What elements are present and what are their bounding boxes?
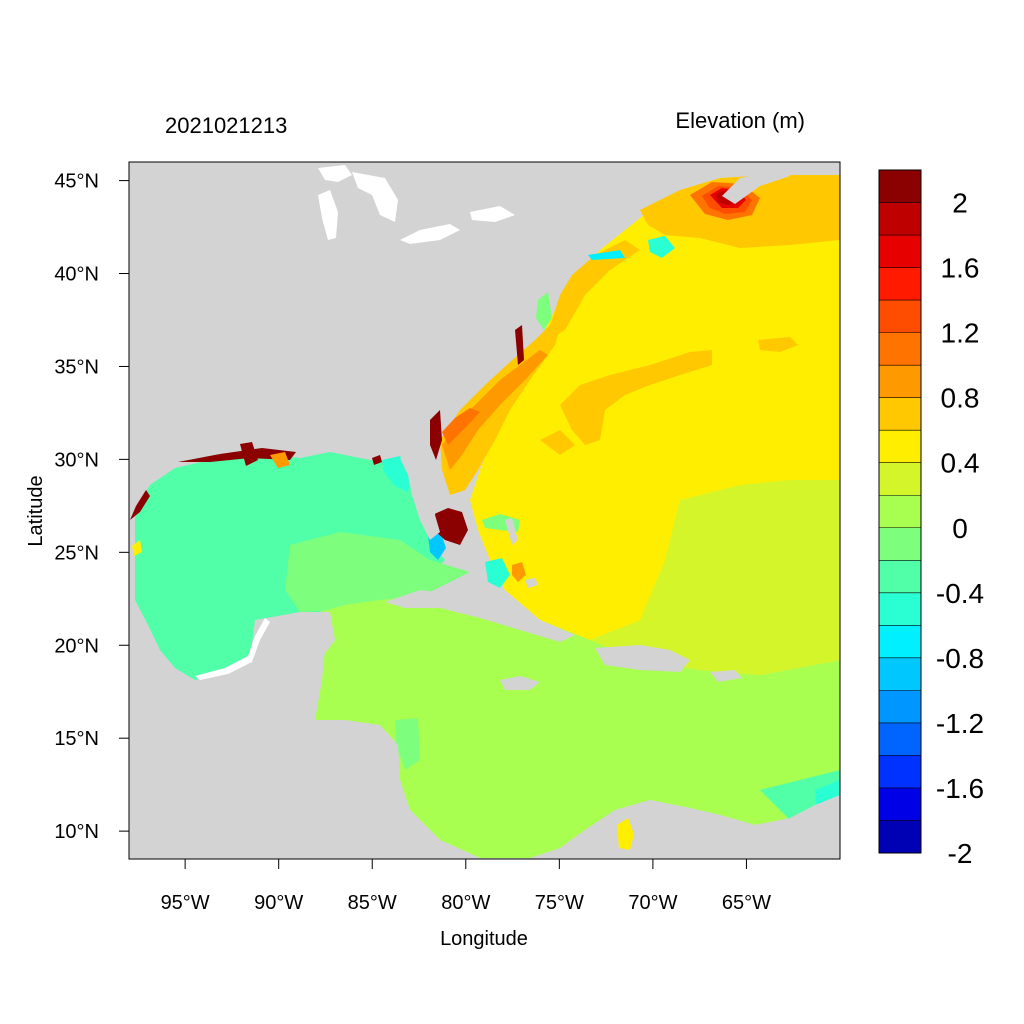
x-axis-label: Longitude (440, 928, 528, 950)
colorbar-tick-label: 2 (952, 188, 968, 219)
chesapeake-area (536, 292, 552, 330)
colorbar-swatch (879, 690, 921, 724)
gulf-coast-orange-speckles (270, 452, 290, 468)
carolina-coast-high (442, 408, 480, 445)
lake-maracaibo-overlay (617, 818, 634, 850)
nova-scotia-land (722, 168, 790, 204)
cape-cod-low (648, 236, 675, 258)
colorbar-tick-label: -0.8 (936, 643, 984, 674)
x-tick-label: 90°W (254, 892, 303, 914)
gulf-coast-surge-speckles (130, 325, 524, 520)
colorbar-tick-label: 0.4 (941, 448, 980, 479)
colorbar (878, 169, 922, 854)
caribbean-west-patch (395, 718, 420, 770)
y-tick-label: 30°N (54, 449, 99, 471)
colorbar-tick-label: -1.2 (936, 708, 984, 739)
colorbar-tick-label: -2 (948, 838, 973, 869)
colorbar-tick-label: 0.8 (941, 383, 980, 414)
y-tick-label: 15°N (54, 728, 99, 750)
y-axis-label: Latitude (25, 475, 47, 546)
south-atlantic-bight-inner (442, 350, 548, 470)
colorbar-swatch (879, 527, 921, 561)
atlantic-southeast-lower (590, 480, 840, 675)
sargasso-patch (540, 430, 575, 455)
x-axis-ticks: 95°W 90°W 85°W 80°W 75°W 70°W 65°W (161, 859, 771, 914)
y-tick-label: 10°N (54, 821, 99, 843)
colorbar-tick-label: -1.6 (936, 773, 984, 804)
colorbar-swatch (879, 430, 921, 464)
colorbar-swatch (879, 657, 921, 691)
bahamas-tongue-low (485, 558, 510, 588)
great-lakes (318, 165, 515, 244)
colorbar-swatch (879, 332, 921, 366)
colorbar-tick-label: 1.2 (941, 318, 980, 349)
caribbean-sea (315, 596, 840, 858)
long-island-sound-low (588, 250, 625, 260)
x-tick-label: 85°W (348, 892, 397, 914)
colorbar-swatch (879, 787, 921, 821)
colorbar-swatch (879, 235, 921, 269)
y-axis-ticks: 45°N 40°N 35°N 30°N 25°N 20°N 15°N 10°N (54, 171, 129, 843)
plot-frame (128, 161, 841, 860)
mid-atlantic-shelf (540, 240, 640, 345)
colorbar-swatch (879, 462, 921, 496)
colorbar-swatch (879, 625, 921, 659)
colorbar-swatch (879, 267, 921, 301)
colorbar-swatch (879, 495, 921, 529)
colorbar-tick-label: 0 (952, 513, 968, 544)
map-plot-area (129, 162, 840, 859)
variable-title: Elevation (m) (675, 108, 805, 133)
x-tick-label: 95°W (161, 892, 210, 914)
colorbar-swatch (879, 592, 921, 626)
yucatan-shelf-edge (195, 618, 270, 680)
colorbar-labels: 2 1.6 1.2 0.8 0.4 0 -0.4 -0.8 -1.2 -1.6 -2 (936, 188, 984, 869)
colorbar-swatch (879, 170, 921, 204)
land-masses (129, 455, 840, 859)
colorbar-swatch (879, 820, 921, 854)
bahamas-orange-patch (512, 562, 526, 582)
x-tick-label: 80°W (441, 892, 490, 914)
colorbar-tick-label: 1.6 (941, 253, 980, 284)
y-tick-label: 40°N (54, 264, 99, 286)
colorbar-swatch (879, 397, 921, 431)
atlantic-mid-ridge (560, 350, 712, 445)
y-tick-label: 35°N (54, 356, 99, 378)
y-tick-label: 25°N (54, 542, 99, 564)
x-tick-label: 65°W (722, 892, 771, 914)
gulf-coast-yellow-speckles (132, 540, 142, 556)
x-tick-label: 75°W (535, 892, 584, 914)
atlantic-east-patch (758, 337, 798, 352)
x-tick-label: 70°W (628, 892, 677, 914)
colorbar-swatch (879, 365, 921, 399)
south-florida-high (432, 508, 468, 545)
colorbar-frame (878, 169, 922, 854)
colorbar-swatch (879, 202, 921, 236)
y-tick-label: 20°N (54, 635, 99, 657)
colorbar-swatch (879, 300, 921, 334)
colorbar-swatch (879, 722, 921, 756)
date-title: 2021021213 (165, 113, 287, 138)
colorbar-swatch (879, 755, 921, 789)
colorbar-swatch (879, 560, 921, 594)
colorbar-tick-label: -0.4 (936, 578, 984, 609)
y-tick-label: 45°N (54, 171, 99, 193)
